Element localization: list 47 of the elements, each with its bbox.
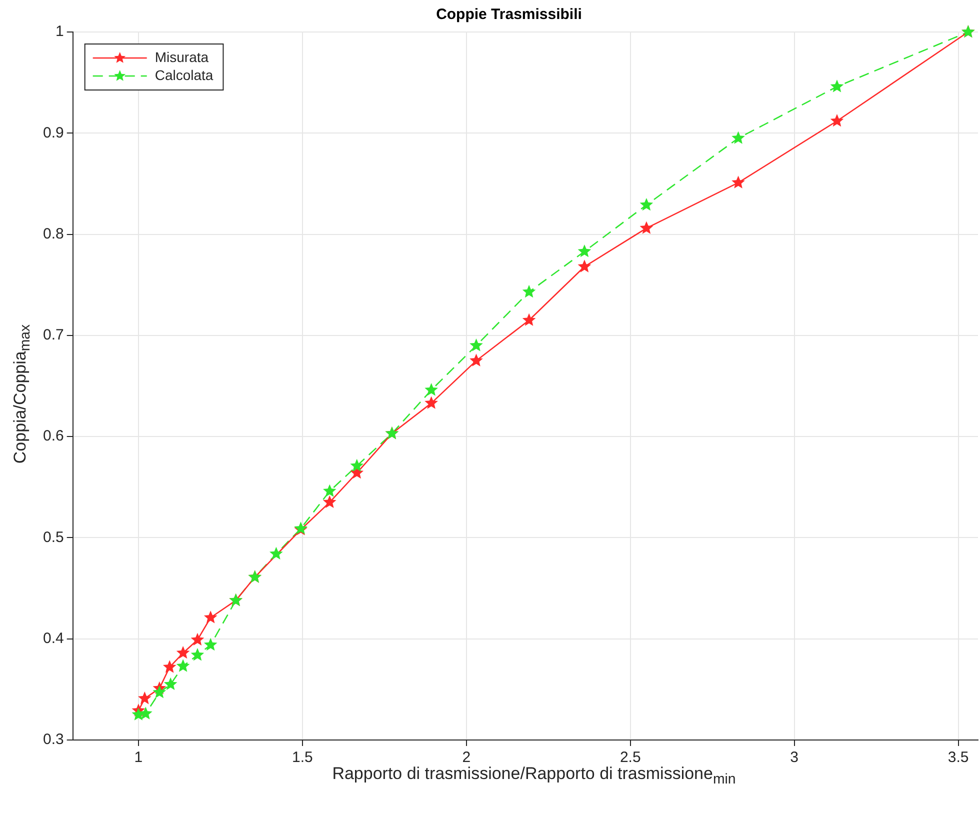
- point: [522, 284, 536, 298]
- point: [176, 659, 190, 672]
- point: [176, 646, 190, 659]
- point: [640, 221, 654, 234]
- x-tick-label: 1.5: [292, 749, 313, 766]
- x-tick-label: 1: [134, 749, 143, 766]
- point: [322, 495, 336, 508]
- legend-label: Calcolata: [154, 66, 214, 83]
- point: [830, 114, 844, 127]
- point: [578, 244, 592, 258]
- point: [139, 706, 152, 720]
- point: [204, 610, 218, 624]
- point: [470, 354, 483, 366]
- point: [164, 677, 178, 690]
- point: [522, 313, 536, 326]
- y-tick-label: 0.3: [42, 731, 64, 748]
- point: [322, 484, 336, 497]
- point: [190, 632, 204, 646]
- legend-label: Misurata: [154, 48, 209, 65]
- y-tick-label: 0.7: [42, 326, 64, 344]
- point: [732, 131, 745, 144]
- x-axis-title: Rapporto di trasmissione/Rapporto di trasmissione$_{min}$: [332, 764, 736, 788]
- y-tick-label: 0.6: [42, 428, 64, 445]
- x-tick-label: 2: [462, 749, 471, 766]
- x-tick-label: 2.5: [620, 749, 641, 766]
- y-tick-label: 0.8: [42, 225, 64, 242]
- point: [270, 546, 283, 560]
- point: [190, 648, 204, 661]
- chart-title: Coppie Trasmissibili: [436, 6, 582, 24]
- point: [578, 260, 592, 272]
- point: [152, 685, 166, 698]
- point: [640, 198, 654, 211]
- point: [204, 638, 218, 651]
- point: [138, 692, 152, 704]
- x-tick-label: 3.5: [948, 749, 969, 766]
- point: [732, 176, 745, 188]
- point: [424, 396, 438, 409]
- point: [470, 338, 483, 352]
- point: [424, 383, 438, 396]
- y-tick-label: 0.9: [42, 124, 64, 142]
- x-tick-label: 3: [790, 749, 799, 766]
- point: [350, 458, 364, 472]
- point: [830, 80, 844, 92]
- y-tick-label: 0.5: [42, 528, 64, 546]
- y-tick-label: 1: [56, 23, 64, 40]
- y-tick-label: 0.4: [42, 630, 64, 647]
- point: [162, 660, 176, 673]
